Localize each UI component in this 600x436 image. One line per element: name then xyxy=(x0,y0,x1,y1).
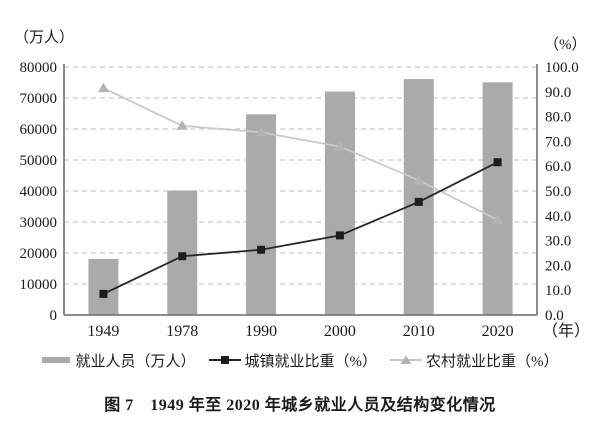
rural-share-line xyxy=(103,87,498,221)
right-axis-tick-label: 90.0 xyxy=(545,85,571,101)
left-axis-tick-label: 0 xyxy=(50,308,58,324)
urban-share-marker-1990 xyxy=(257,245,266,254)
left-axis-tick-label: 20000 xyxy=(20,246,58,262)
chart-canvas: 0 10000 20000 30000 40000 50000 60000 70000 8000… xyxy=(14,29,590,340)
right-axis-tick-label: 0.0 xyxy=(545,308,564,324)
x-tick-label: 1949 xyxy=(87,323,119,340)
urban-share-line xyxy=(103,161,498,295)
urban-share-marker-1978 xyxy=(178,252,187,261)
right-axis-tick-label: 40.0 xyxy=(545,209,571,225)
left-axis-tick-label: 60000 xyxy=(20,122,58,138)
rural-share-marker-1990 xyxy=(255,126,267,137)
left-axis-tick-label: 40000 xyxy=(20,184,58,200)
left-axis-tick-label: 80000 xyxy=(20,60,58,76)
right-axis-tick-label: 80.0 xyxy=(545,110,571,126)
left-axis-tick-label: 10000 xyxy=(20,277,58,293)
urban-share-marker-2000 xyxy=(335,231,344,240)
rural-share-marker-2010 xyxy=(413,174,425,185)
right-axis-tick-label: 50.0 xyxy=(545,184,571,200)
bar-1990 xyxy=(246,114,277,315)
x-axis-unit-label: （年） xyxy=(542,322,590,340)
right-axis-tick-label: 30.0 xyxy=(545,234,571,250)
legend-item-urban-share: 城镇就业比重（%） xyxy=(208,350,378,371)
rural-share-marker-1949 xyxy=(97,82,109,93)
rural-share-marker-1978 xyxy=(176,120,188,130)
right-axis-tick-label: 20.0 xyxy=(545,258,571,274)
left-axis-tick-label: 50000 xyxy=(20,153,58,169)
line-square-marker-icon xyxy=(208,356,241,364)
left-axis-tick-label: 30000 xyxy=(20,215,58,231)
legend-label-rural-share: 农村就业比重（%） xyxy=(426,353,559,370)
figure-caption: 图 7 1949 年至 2020 年城乡就业人员及结构变化情况 xyxy=(104,397,496,414)
bar-2000 xyxy=(324,91,355,315)
urban-share-marker-1949 xyxy=(99,289,108,298)
x-tick-label: 2020 xyxy=(482,323,514,340)
legend-label-employment: 就业人员（万人） xyxy=(75,353,196,370)
legend: 就业人员（万人） 城镇就业比重（%） 农村就业比重（%） xyxy=(0,349,600,371)
right-axis-tick-label: 100.0 xyxy=(545,60,579,76)
right-axis-tick-label: 60.0 xyxy=(545,159,571,175)
right-axis-tick-label: 70.0 xyxy=(545,134,571,150)
urban-share-marker-2010 xyxy=(414,197,423,206)
legend-label-urban-share: 城镇就业比重（%） xyxy=(244,353,378,370)
x-tick-label: 2010 xyxy=(403,323,435,340)
rural-share-marker-2020 xyxy=(492,214,504,224)
bar-1949 xyxy=(88,258,119,315)
legend-item-employment: 就业人员（万人） xyxy=(41,350,196,371)
left-axis-unit-label: （万人） xyxy=(14,29,74,46)
rural-share-marker-2000 xyxy=(334,141,346,151)
x-tick-label: 1990 xyxy=(245,323,277,340)
line-triangle-marker-icon xyxy=(390,355,422,364)
urban-share-marker-2020 xyxy=(493,158,502,167)
right-axis-unit-label: （%） xyxy=(544,36,587,53)
bar-swatch-icon xyxy=(42,357,71,363)
x-tick-label: 1978 xyxy=(166,323,198,340)
bar-2020 xyxy=(482,82,513,315)
left-axis-tick-label: 70000 xyxy=(20,91,58,107)
legend-item-rural-share: 农村就业比重（%） xyxy=(390,350,559,371)
x-tick-label: 2000 xyxy=(324,323,356,340)
right-axis-tick-label: 10.0 xyxy=(545,283,571,299)
